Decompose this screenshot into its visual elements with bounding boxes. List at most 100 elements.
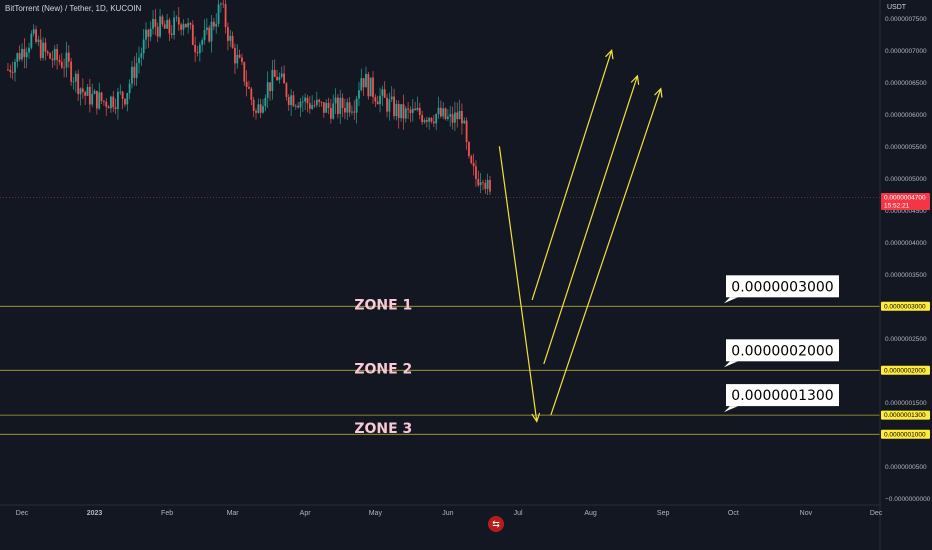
scroll-to-realtime-button[interactable]: ⇆ — [488, 516, 504, 532]
candle-body — [269, 82, 271, 92]
y-tick-label: −0.0000000000 — [885, 496, 931, 503]
candle-body — [280, 73, 283, 77]
candle-body — [32, 29, 35, 34]
candle-body — [63, 67, 66, 69]
candle-body — [327, 102, 330, 108]
candle-body — [454, 112, 456, 123]
candle-body — [423, 120, 426, 123]
candle-body — [198, 44, 201, 54]
candle-body — [131, 66, 133, 84]
candle-body — [103, 100, 105, 102]
candle-body — [58, 59, 61, 62]
arrowhead — [654, 87, 663, 98]
candle-body — [360, 78, 363, 91]
candle-body — [11, 72, 14, 73]
candle-body — [344, 107, 346, 113]
candle-body — [21, 48, 23, 60]
level-price-tag: 0.0000001000 — [884, 431, 926, 438]
candle-body — [308, 103, 311, 109]
y-tick-label: 0.0000004000 — [885, 240, 927, 247]
y-tick-label: 0.0000001500 — [885, 400, 927, 407]
candle-body — [381, 89, 384, 96]
candle-body — [461, 110, 463, 124]
candle-body — [334, 97, 337, 104]
candle-body — [376, 101, 379, 105]
candle-body — [444, 108, 447, 119]
x-tick-label: Sep — [657, 510, 670, 517]
candle-body — [325, 102, 328, 113]
candle-body — [257, 104, 260, 113]
candle-body — [51, 58, 54, 61]
candle-body — [301, 101, 304, 103]
candle-body — [318, 99, 321, 102]
candle-body — [458, 110, 461, 120]
candle-body — [292, 95, 295, 107]
zone-price-tag: 0.0000001300 — [884, 412, 926, 419]
level-price-tag-bg — [881, 429, 930, 439]
candle-body — [184, 23, 187, 28]
candle-body — [147, 29, 150, 37]
candle-body — [156, 26, 159, 37]
candle-body — [339, 97, 342, 114]
candle-body — [189, 23, 192, 25]
candle-body — [397, 103, 400, 119]
candle-body — [114, 107, 117, 109]
candle-body — [432, 121, 435, 124]
y-tick-label: 0.0000006000 — [885, 112, 927, 119]
candle-body — [374, 96, 377, 102]
candle-body — [341, 97, 344, 108]
candle-body — [180, 24, 183, 30]
callout-box — [726, 339, 839, 362]
zone-price-tag-bg — [881, 365, 930, 375]
candle-body — [37, 39, 40, 42]
candle-body — [93, 90, 96, 94]
candle-body — [224, 4, 227, 28]
candle-body — [42, 42, 44, 58]
zone-label: ZONE 1 — [354, 297, 412, 313]
candle-body — [138, 57, 140, 64]
candle-body — [60, 61, 63, 68]
candle-body — [442, 108, 445, 117]
candle-body — [304, 97, 307, 102]
candle-body — [229, 35, 232, 41]
candle-body — [351, 111, 353, 113]
candle-body — [142, 39, 145, 54]
candle-body — [486, 179, 489, 189]
candle-body — [470, 156, 473, 164]
candle-body — [255, 110, 257, 113]
x-tick-label: Nov — [800, 510, 813, 517]
candle-body — [86, 87, 89, 96]
candle-body — [49, 53, 51, 59]
candle-body — [484, 183, 487, 189]
candle-body — [7, 69, 9, 71]
candle-body — [175, 17, 178, 19]
candle-body — [81, 88, 84, 93]
candle-body — [435, 114, 438, 124]
candle-body — [390, 96, 393, 100]
y-tick-label: 0.0000005500 — [885, 144, 927, 151]
candle-body — [9, 69, 12, 73]
candle-body — [191, 24, 194, 45]
candle-body — [259, 104, 262, 113]
candle-body — [79, 88, 82, 95]
candle-body — [222, 3, 225, 5]
candle-body — [245, 81, 248, 88]
x-tick-label: Mar — [227, 510, 240, 517]
candle-body — [236, 54, 239, 64]
candle-body — [273, 69, 276, 77]
candle-body — [205, 27, 208, 31]
candle-body — [44, 42, 47, 52]
zone-levels: ZONE 1 ZONE 2 ZONE 3 — [0, 197, 880, 437]
arrow-left-right-icon: ⇆ — [492, 519, 500, 529]
x-tick-label: Aug — [584, 510, 597, 517]
candle-body — [145, 29, 147, 40]
candle-body — [110, 96, 112, 109]
candle-body — [353, 111, 356, 113]
candle-body — [149, 28, 152, 37]
candle-body — [379, 95, 381, 105]
candle-body — [91, 93, 94, 105]
candle-body — [65, 52, 68, 68]
zone-label: ZONE 3 — [354, 421, 412, 437]
candle-body — [402, 104, 405, 119]
